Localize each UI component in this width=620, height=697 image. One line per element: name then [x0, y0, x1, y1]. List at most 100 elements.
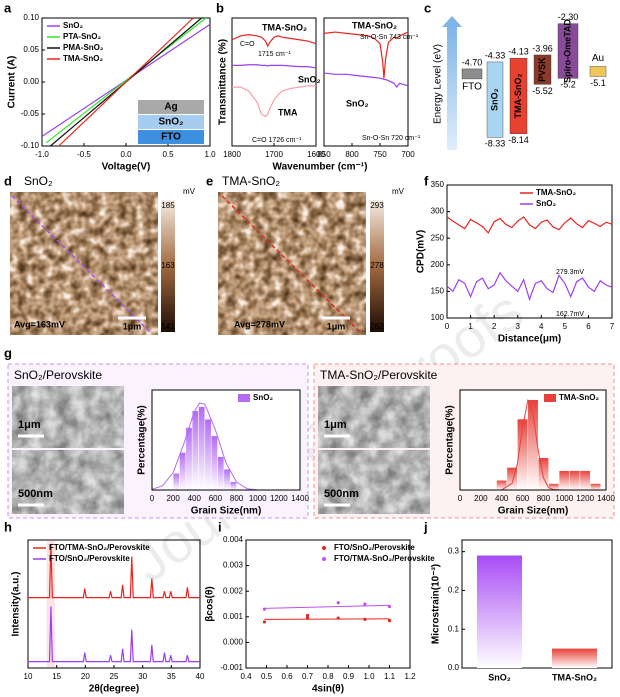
x-tick-label: 1: [468, 322, 473, 331]
x-tick-label: 1000: [555, 494, 573, 503]
colorbar-tick: 163: [161, 261, 175, 270]
sem-image: [318, 386, 430, 448]
y-tick-label: 0.0: [448, 663, 460, 672]
legend-label: FTO/SnO₂/Perovskite: [334, 543, 415, 552]
fit-line: [264, 618, 390, 620]
legend-label: SnO₂: [63, 21, 83, 30]
afm-average: Avg=278mV: [234, 319, 285, 329]
legend-label: SnO₂: [536, 199, 556, 208]
x-tick-label: 6: [586, 322, 591, 331]
legend-label: TMA-SnO₂: [63, 54, 103, 63]
axes-frame: [459, 389, 607, 491]
profile-line: [221, 195, 361, 333]
bar: [477, 555, 522, 668]
x-tick-label: 35: [167, 672, 176, 681]
x-tick-label: 1200: [270, 494, 288, 503]
panel-label: c: [424, 0, 431, 15]
scatter-point: [336, 616, 340, 620]
level-label: -4.70: [462, 57, 483, 67]
x-tick-label: 800: [537, 494, 551, 503]
energy-level: [509, 57, 528, 134]
scale-bar-label: 500nm: [324, 488, 359, 500]
y-tick-label: 0.001: [223, 612, 244, 621]
x-tick-label: 20: [81, 672, 90, 681]
x-tick-label: 0.5: [162, 150, 174, 159]
x-tick-label: 400: [188, 494, 202, 503]
scatter-point: [336, 601, 340, 605]
y-tick-label: 0.05: [23, 45, 39, 54]
afm-image: [10, 192, 158, 335]
y-axis-label: Transmittance (%): [218, 39, 229, 125]
legend-label: PTA-SnO₂: [63, 32, 102, 41]
x-tick-label: 15: [52, 672, 61, 681]
histogram-bar: [548, 483, 560, 491]
y-tick-label: 150: [431, 287, 445, 296]
x-tick-label: 200: [166, 494, 180, 503]
x-tick-label: 700: [401, 150, 415, 159]
x-tick-label: 0: [445, 322, 450, 331]
x-tick-label: 0.8: [322, 672, 334, 681]
x-tick-label: 0.9: [343, 672, 355, 681]
histogram-bar: [210, 435, 218, 491]
inset-layer: [138, 100, 204, 114]
data-line: [232, 64, 317, 69]
x-axis-label: Distance(μm): [498, 334, 561, 345]
series-label: TMA-SnO₂: [262, 22, 307, 32]
level-label: -4.33: [485, 50, 506, 60]
x-axis-label: Grain Size(nm): [498, 506, 569, 517]
data-line: [28, 543, 200, 599]
y-axis-label: Percentage(%): [137, 405, 148, 474]
y-tick-label: 0.1: [448, 624, 460, 633]
y-tick-label: 0.2: [448, 586, 460, 595]
series-label: TMA-SnO₂: [352, 20, 397, 30]
legend-label: FTO/TMA-SnO₂/Perovskite: [334, 554, 435, 563]
x-tick-label: 200: [474, 494, 488, 503]
layer-name: Spiro-OmeTAD: [562, 19, 572, 83]
y-tick-label: 0.00: [23, 77, 39, 86]
legend-label: SnO₂: [253, 393, 273, 402]
sem-image: [318, 450, 430, 514]
legend-label: TMA-SnO₂: [559, 393, 599, 402]
y-axis-label: Percentage(%): [445, 405, 456, 474]
panel-label: j: [423, 519, 428, 534]
energy-level: [557, 23, 579, 79]
panel-label: h: [4, 519, 12, 534]
x-tick-label: 750: [373, 150, 387, 159]
x-tick-label: 1800: [223, 150, 241, 159]
energy-arrow-head: [442, 16, 462, 27]
level-label: -4.13: [508, 47, 529, 57]
y-tick-label: 200: [431, 260, 445, 269]
sem-image: [12, 386, 124, 448]
y-tick-label: -0.05: [21, 109, 40, 118]
y-axis-label: Current (A): [7, 56, 18, 109]
energy-level: [589, 66, 607, 77]
series-label: TMA: [278, 107, 298, 117]
scatter-point: [305, 613, 310, 618]
data-line: [231, 34, 317, 48]
y-tick-label: 0.002: [223, 586, 244, 595]
series-label: SnO₂: [346, 98, 369, 108]
x-tick-label: 850: [317, 150, 331, 159]
level-label: -2.30: [558, 12, 579, 22]
x-axis-label: 4sin(θ): [312, 684, 344, 695]
inset-layer-label: SnO₂: [159, 117, 184, 128]
colorbar: [161, 200, 175, 332]
histogram-bar: [179, 452, 187, 491]
x-tick-label: 600: [516, 494, 530, 503]
legend-label: FTO/SnO₂/Perovskite: [49, 554, 130, 563]
scatter-point: [387, 604, 392, 609]
x-tick-label: 1400: [597, 494, 615, 503]
x-tick-label: 0.0: [120, 150, 132, 159]
y-axis-label: βcos(θ): [205, 586, 216, 621]
histogram-bar: [496, 480, 508, 491]
x-axis-label: Grain Size(nm): [191, 506, 262, 517]
energy-level: [461, 68, 483, 80]
histogram-bar: [579, 470, 591, 491]
x-axis-label: Wavenumber (cm⁻¹): [273, 162, 368, 173]
colorbar: [370, 200, 384, 332]
histogram-bar: [558, 470, 570, 491]
level-label: -8.33: [485, 139, 506, 149]
data-line: [446, 216, 613, 234]
scale-bar-label: 500nm: [18, 488, 53, 500]
